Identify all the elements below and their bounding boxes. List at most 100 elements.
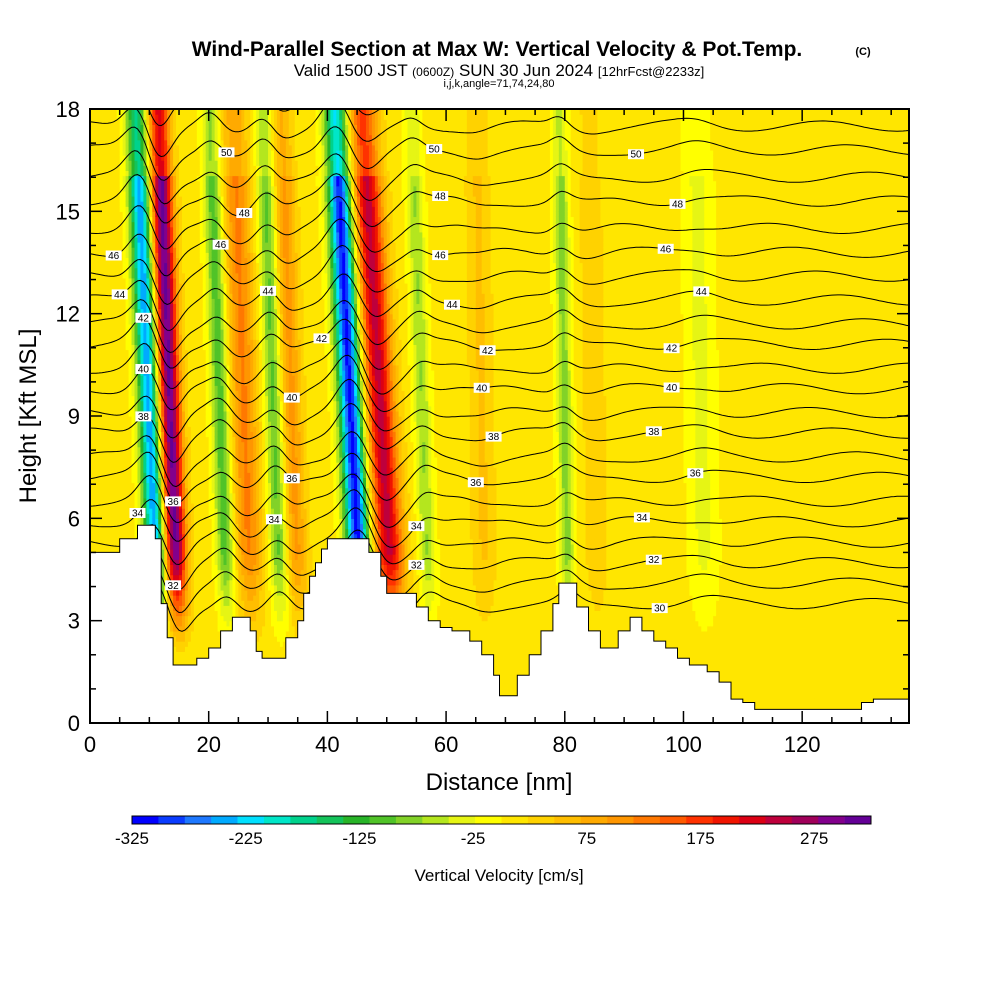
velocity-cell	[143, 170, 147, 177]
velocity-cell	[167, 462, 171, 468]
velocity-cell	[104, 262, 109, 269]
velocity-cell	[110, 323, 115, 330]
velocity-cell	[143, 492, 147, 499]
velocity-cell	[116, 206, 121, 212]
velocity-cell	[131, 426, 136, 432]
velocity-cell	[187, 615, 192, 622]
velocity-cell	[131, 252, 136, 258]
velocity-cell	[143, 149, 147, 156]
velocity-cell	[176, 416, 180, 422]
velocity-cell	[161, 600, 165, 606]
velocity-cell	[107, 313, 112, 320]
velocity-cell	[122, 267, 127, 274]
velocity-cell	[122, 144, 127, 151]
velocity-cell	[101, 334, 106, 340]
velocity-cell	[110, 385, 115, 392]
velocity-cell	[187, 646, 192, 652]
velocity-cell	[131, 119, 136, 125]
velocity-cell	[90, 395, 94, 402]
velocity-cell	[176, 595, 180, 601]
velocity-cell	[92, 462, 97, 468]
velocity-cell	[116, 380, 121, 386]
velocity-cell	[122, 369, 127, 376]
velocity-cell	[179, 129, 183, 136]
velocity-cell	[184, 615, 189, 622]
velocity-cell	[104, 375, 109, 381]
velocity-cell	[155, 390, 159, 397]
velocity-cell	[176, 114, 180, 120]
velocity-cell	[98, 492, 103, 499]
velocity-cell	[131, 416, 136, 422]
velocity-cell	[152, 134, 156, 141]
velocity-cell	[143, 344, 147, 351]
velocity-cell	[146, 477, 150, 484]
velocity-cell	[155, 144, 159, 151]
velocity-cell	[125, 528, 130, 535]
velocity-cell	[98, 134, 103, 141]
velocity-cell	[104, 513, 109, 519]
velocity-cell	[161, 349, 165, 356]
velocity-cell	[101, 134, 106, 141]
velocity-cell	[161, 482, 165, 489]
velocity-cell	[181, 144, 186, 151]
velocity-cell	[98, 190, 103, 197]
velocity-cell	[125, 513, 130, 519]
velocity-cell	[137, 211, 142, 218]
velocity-cell	[161, 595, 165, 601]
velocity-cell	[143, 477, 147, 484]
velocity-cell	[122, 282, 127, 289]
velocity-cell	[134, 170, 139, 177]
velocity-cell	[122, 456, 127, 463]
velocity-cell	[184, 221, 189, 228]
velocity-cell	[152, 451, 156, 458]
velocity-cell	[140, 139, 145, 146]
velocity-cell	[158, 201, 162, 207]
velocity-cell	[122, 523, 127, 530]
velocity-cell	[98, 533, 103, 540]
velocity-cell	[179, 416, 183, 422]
velocity-cell	[146, 231, 150, 238]
velocity-cell	[164, 252, 168, 258]
velocity-cell	[101, 329, 106, 335]
velocity-cell	[131, 533, 136, 540]
velocity-cell	[146, 293, 150, 299]
velocity-cell	[181, 569, 186, 576]
velocity-cell	[187, 497, 192, 504]
velocity-cell	[101, 354, 106, 361]
velocity-cell	[119, 206, 124, 212]
velocity-cell	[134, 242, 139, 248]
velocity-cell	[176, 472, 180, 478]
velocity-cell	[116, 441, 121, 448]
velocity-cell	[143, 395, 147, 402]
velocity-cell	[184, 272, 189, 279]
velocity-cell	[113, 313, 118, 320]
velocity-cell	[143, 190, 147, 197]
velocity-cell	[143, 124, 147, 131]
velocity-cell	[173, 477, 177, 484]
velocity-cell	[146, 344, 150, 351]
velocity-cell	[187, 313, 192, 320]
velocity-cell	[167, 538, 171, 545]
velocity-cell	[116, 195, 121, 202]
velocity-cell	[161, 446, 165, 453]
velocity-cell	[158, 502, 162, 509]
velocity-cell	[179, 190, 183, 197]
velocity-cell	[95, 467, 100, 473]
velocity-cell	[95, 318, 100, 325]
velocity-cell	[140, 221, 145, 228]
velocity-cell	[119, 528, 124, 535]
velocity-cell	[131, 436, 136, 443]
velocity-cell	[158, 288, 162, 294]
velocity-cell	[170, 114, 174, 120]
velocity-cell	[113, 185, 118, 192]
velocity-cell	[173, 180, 177, 187]
velocity-cell	[90, 467, 94, 473]
velocity-cell	[181, 595, 186, 601]
velocity-cell	[155, 139, 159, 146]
velocity-cell	[107, 446, 112, 453]
velocity-cell	[98, 446, 103, 453]
velocity-cell	[140, 272, 145, 279]
velocity-cell	[113, 206, 118, 212]
velocity-cell	[140, 190, 145, 197]
velocity-cell	[184, 149, 189, 156]
